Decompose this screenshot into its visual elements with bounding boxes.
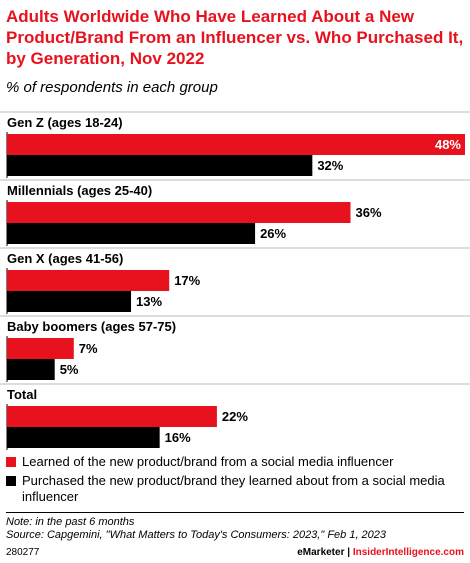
category-label: Millennials (ages 25-40) bbox=[7, 183, 152, 198]
legend-swatch-purchased bbox=[6, 476, 16, 486]
bar-chart: Gen Z (ages 18-24) 48% 32% Millennials (age… bbox=[0, 111, 470, 450]
legend-label-purchased: Purchased the new product/brand they lea… bbox=[22, 473, 445, 504]
data-label: 22% bbox=[222, 409, 248, 424]
category-label: Gen X (ages 41-56) bbox=[7, 251, 123, 266]
legend: Learned of the new product/brand from a … bbox=[6, 454, 466, 508]
data-label: 17% bbox=[174, 273, 200, 288]
chart-id: 280277 bbox=[6, 547, 40, 558]
note-text: Note: in the past 6 months bbox=[6, 516, 135, 528]
brand-insider: InsiderIntelligence.com bbox=[352, 547, 464, 558]
brand-emarketer: eMarketer bbox=[297, 547, 345, 558]
legend-item-learned: Learned of the new product/brand from a … bbox=[6, 454, 466, 470]
legend-swatch-learned bbox=[6, 457, 16, 467]
data-label: 16% bbox=[165, 430, 191, 445]
legend-label-learned: Learned of the new product/brand from a … bbox=[22, 454, 394, 469]
bar-learned bbox=[7, 134, 465, 155]
data-label: 7% bbox=[79, 341, 98, 356]
data-label: 5% bbox=[60, 362, 79, 377]
data-label: 32% bbox=[317, 158, 343, 173]
bar-purchased bbox=[7, 155, 313, 176]
footer-divider bbox=[6, 512, 464, 513]
bar-learned bbox=[7, 406, 217, 427]
category-label: Gen Z (ages 18-24) bbox=[7, 115, 123, 130]
legend-item-purchased: Purchased the new product/brand they lea… bbox=[6, 473, 466, 505]
bar-purchased bbox=[7, 291, 132, 312]
chart-title: Adults Worldwide Who Have Learned About … bbox=[6, 7, 464, 68]
chart-subtitle: % of respondents in each group bbox=[6, 79, 218, 96]
brand-credit: eMarketer | InsiderIntelligence.com bbox=[297, 547, 464, 559]
bar-learned bbox=[7, 270, 170, 291]
category-label: Total bbox=[7, 387, 37, 402]
data-label: 48% bbox=[435, 137, 461, 152]
data-label: 36% bbox=[356, 205, 382, 220]
bar-purchased bbox=[7, 359, 55, 380]
brand-separator: | bbox=[344, 547, 353, 558]
bar-learned bbox=[7, 202, 351, 223]
data-label: 26% bbox=[260, 226, 286, 241]
bar-purchased bbox=[7, 427, 160, 448]
bar-learned bbox=[7, 338, 74, 359]
source-text: Source: Capgemini, "What Matters to Toda… bbox=[6, 529, 387, 541]
bar-purchased bbox=[7, 223, 256, 244]
category-label: Baby boomers (ages 57-75) bbox=[7, 319, 176, 334]
footnote: Note: in the past 6 months Source: Capge… bbox=[6, 516, 466, 542]
data-label: 13% bbox=[136, 294, 162, 309]
